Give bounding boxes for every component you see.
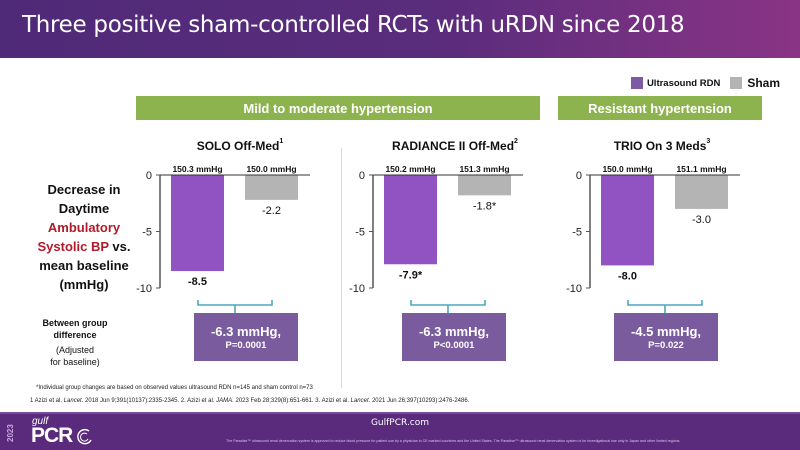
legend: Ultrasound RDN Sham [630, 76, 780, 90]
between-group-title: difference [53, 330, 97, 340]
chart-solo: 0 -5 -10 150.3 mmHg -8.5 150.0 mmHg -2.2 [136, 164, 310, 316]
legend-label-sham: Sham [747, 76, 780, 90]
y-label-line-red: Systolic BP [37, 239, 109, 254]
legend-swatch-urdn [630, 77, 643, 89]
bar-value-label: -8.0 [618, 270, 637, 282]
y-label-line: mean baseline [39, 258, 129, 273]
bar-urdn [171, 175, 224, 272]
baseline-label: 150.0 mmHg [246, 164, 296, 174]
logo-gulf: gulf [32, 416, 49, 427]
bar-value-label: -2.2 [262, 205, 281, 217]
y-tick-label: -10 [566, 283, 582, 295]
pcr-logo-mark-icon [77, 428, 92, 445]
slide-title: Three positive sham-controlled RCTs with… [22, 12, 685, 38]
chart-radiance: 0 -5 -10 150.2 mmHg -7.9* 151.3 mmHg -1.8* [349, 164, 523, 316]
y-label-line: (mmHg) [59, 277, 109, 292]
chart-title-text: SOLO Off-Med [196, 139, 280, 153]
baseline-label: 150.3 mmHg [172, 164, 222, 174]
chart-title-text: TRIO On 3 Meds [613, 139, 707, 153]
y-axis-label: Decrease in Daytime Ambulatory Systolic … [10, 180, 158, 294]
y-tick-label: -10 [349, 283, 365, 295]
difference-box-trio: -4.5 mmHg, P=0.022 [614, 313, 718, 361]
bar-value-label: -1.8* [473, 200, 497, 212]
difference-p-value: P<0.0001 [433, 339, 475, 351]
bar-value-label: -8.5 [188, 276, 207, 288]
baseline-label: 151.1 mmHg [676, 164, 726, 174]
between-group-note: (Adjusted [55, 345, 95, 355]
reference-2: 2. Azizi et al. JAMA. 2023 Feb 28;329(8)… [180, 398, 316, 404]
references: 1 Azizi et al. Lancet. 2018 Jun 9;391(10… [30, 398, 469, 404]
y-tick-label: -5 [572, 227, 582, 239]
chart-title-trio: TRIO On 3 Meds3 [562, 138, 762, 153]
bar-sham [245, 175, 298, 200]
reference-3: 3. Azizi et al. Lancet. 2021 Jun 26;397(… [315, 398, 470, 404]
y-tick-label: 0 [359, 170, 365, 182]
chart-title-text: RADIANCE II Off-Med [392, 139, 515, 153]
bar-value-label: -7.9* [399, 269, 423, 281]
baseline-label: 151.3 mmHg [459, 164, 509, 174]
difference-value: -4.5 mmHg, [630, 323, 702, 339]
y-tick-label: 0 [146, 170, 152, 182]
disclaimer: The Paradise™ ultrasound renal denervati… [226, 439, 681, 443]
between-group-title: Between group [42, 318, 108, 328]
band-mild-label: Mild to moderate hypertension [243, 100, 433, 116]
chart-title-ref: 2 [514, 138, 518, 145]
footer: 2023 gulf PCR GulfPCR.com The Paradise™ … [0, 412, 800, 450]
baseline-label: 150.0 mmHg [602, 164, 652, 174]
band-resistant-label: Resistant hypertension [588, 100, 732, 116]
between-group-label: Between group difference (Adjusted for b… [20, 317, 130, 368]
bar-value-label: -3.0 [692, 214, 711, 226]
difference-box-solo: -6.3 mmHg, P=0.0001 [194, 313, 298, 361]
difference-p-value: P=0.0001 [225, 339, 267, 351]
bar-sham [675, 175, 728, 209]
difference-box-radiance: -6.3 mmHg, P<0.0001 [402, 313, 506, 361]
chart-title-ref: 3 [706, 138, 711, 145]
reference-1: 1 Azizi et al. Lancet. 2018 Jun 9;391(10… [30, 398, 181, 404]
title-bar: Three positive sham-controlled RCTs with… [0, 0, 800, 58]
chart-title-radiance: RADIANCE II Off-Med2 [355, 138, 555, 153]
footnote-asterisk: *Individual group changes are based on o… [36, 385, 313, 391]
bar-sham [458, 175, 511, 196]
y-tick-label: -5 [142, 227, 152, 239]
chart-trio: 0 -5 -10 150.0 mmHg -8.0 151.1 mmHg -3.0 [566, 164, 740, 316]
band-mild-moderate-hypertension: Mild to moderate hypertension [136, 96, 540, 120]
y-tick-label: -5 [355, 227, 365, 239]
difference-value: -6.3 mmHg, [418, 323, 490, 339]
legend-swatch-sham [730, 77, 743, 89]
y-label-line-red: Ambulatory [47, 220, 121, 235]
y-tick-label: 0 [576, 170, 582, 182]
y-label-line: Decrease in [47, 182, 121, 197]
chart-title-ref: 1 [279, 138, 284, 145]
legend-label-urdn: Ultrasound RDN [646, 77, 721, 89]
difference-value: -6.3 mmHg, [210, 323, 282, 339]
website-link[interactable]: GulfPCR.com [370, 418, 430, 428]
y-label-line: Daytime [58, 201, 110, 216]
chart-title-solo: SOLO Off-Med1 [140, 138, 340, 153]
y-tick-label: -10 [136, 283, 152, 295]
logo-pcr: PCR [31, 424, 73, 447]
bar-urdn [601, 175, 654, 266]
band-resistant-hypertension: Resistant hypertension [558, 96, 762, 120]
baseline-label: 150.2 mmHg [385, 164, 435, 174]
between-group-note: for baseline) [50, 357, 100, 367]
bar-urdn [384, 175, 437, 265]
difference-p-value: P=0.022 [648, 339, 684, 351]
panel-divider [341, 148, 342, 388]
y-label-line: vs. [108, 239, 131, 254]
